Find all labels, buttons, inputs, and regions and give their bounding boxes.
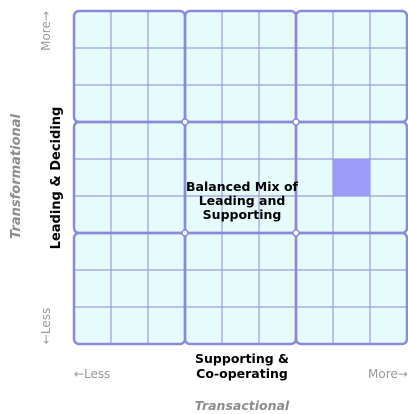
x-axis-caption: Transactional [194, 398, 290, 413]
y-axis-caption: Transformational [9, 113, 24, 239]
grid-junction [292, 229, 300, 237]
y-axis-less-label: ←Less [39, 307, 53, 345]
center-label: Balanced Mix of Leading and Supporting [186, 179, 298, 222]
highlighted-cell [333, 159, 370, 196]
grid-junction [181, 229, 189, 237]
x-axis-less-label: ←Less [74, 367, 111, 381]
x-axis-title: Supporting & Co-operating [195, 351, 289, 381]
grid-block [294, 231, 408, 346]
y-axis-title: Leading & Deciding [49, 106, 64, 250]
grid-junction [181, 118, 189, 126]
x-axis-more-label: More→ [368, 367, 408, 381]
grid-junction [292, 118, 300, 126]
y-axis-more-label: More→ [39, 11, 53, 51]
